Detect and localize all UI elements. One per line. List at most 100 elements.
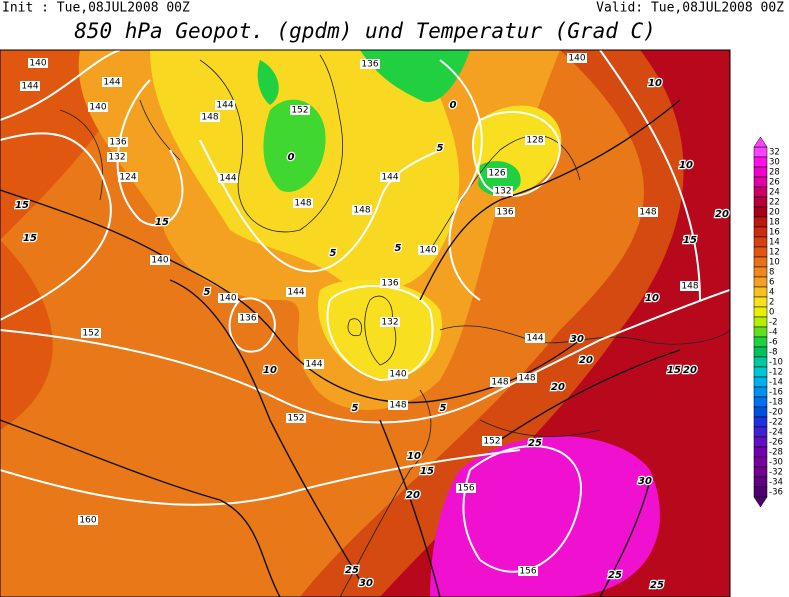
map-frame bbox=[0, 49, 731, 597]
geopotential-label-box bbox=[525, 135, 545, 145]
geopotential-label-box bbox=[352, 205, 372, 215]
colorbar-label: -20 bbox=[769, 408, 783, 418]
colorbar-label: -6 bbox=[769, 338, 777, 348]
colorbar-swatch bbox=[753, 246, 768, 258]
temperature-label: 15 bbox=[23, 233, 37, 244]
colorbar-swatch bbox=[753, 306, 768, 318]
geopotential-label: 136 bbox=[381, 279, 398, 289]
geopotential-label: 152 bbox=[287, 414, 304, 424]
colorbar-arrow-top bbox=[753, 136, 768, 148]
colorbar-label: 32 bbox=[769, 148, 780, 158]
geopotential-label: 128 bbox=[526, 136, 543, 146]
temperature-label: 30 bbox=[638, 476, 652, 487]
geopotential-label-box bbox=[150, 255, 170, 265]
colorbar-swatch bbox=[753, 346, 768, 358]
geopotential-label: 140 bbox=[389, 370, 406, 380]
geopotential-label-box bbox=[107, 152, 127, 162]
temperature-label: 10 bbox=[407, 451, 421, 462]
temperature-label: 25 bbox=[528, 438, 542, 449]
geopotential-label-box bbox=[482, 436, 502, 446]
geopotential-label-box bbox=[286, 413, 306, 423]
geopotential-label: 136 bbox=[239, 314, 256, 324]
map-field bbox=[0, 49, 731, 597]
geopotential-label: 148 bbox=[201, 113, 218, 123]
colorbar-swatch bbox=[753, 396, 768, 408]
colorbar-label: 24 bbox=[769, 188, 780, 198]
field-cool-uk bbox=[318, 279, 442, 380]
temperature-label: 30 bbox=[570, 334, 584, 345]
temperature-label: 5 bbox=[352, 403, 359, 414]
temperature-label: 5 bbox=[330, 248, 337, 259]
field-cold-greenland2 bbox=[257, 60, 279, 105]
temperature-label: 15 bbox=[667, 365, 681, 376]
colorbar-label: -8 bbox=[769, 348, 777, 358]
geopotential-label: 144 bbox=[219, 174, 236, 184]
colorbar-swatch bbox=[753, 216, 768, 228]
geopotential-label-box bbox=[638, 207, 658, 217]
geopotential-label-box bbox=[525, 333, 545, 343]
temperature-label: 10 bbox=[679, 160, 693, 171]
colorbar-label: -28 bbox=[769, 448, 783, 458]
geopotential-label-box bbox=[380, 278, 400, 288]
temperature-label: 15 bbox=[15, 200, 29, 211]
geopotential-label: 148 bbox=[491, 378, 508, 388]
geopotential-label-box bbox=[20, 81, 40, 91]
geopotential-label: 132 bbox=[381, 318, 398, 328]
temperature-label: 5 bbox=[204, 287, 211, 298]
geopotential-label-box bbox=[388, 400, 408, 410]
valid-time: Valid: Tue,08JUL2008 00Z bbox=[596, 1, 784, 16]
temperature-contours bbox=[0, 99, 681, 597]
temperature-label: 20 bbox=[715, 209, 729, 220]
colorbar-label: -12 bbox=[769, 368, 783, 378]
geopotential-label: 160 bbox=[79, 516, 96, 526]
geopotential-label-box bbox=[293, 198, 313, 208]
geopotential-label: 140 bbox=[568, 54, 585, 64]
colorbar-label: 26 bbox=[769, 178, 780, 188]
temperature-label: 10 bbox=[263, 365, 277, 376]
temperature-label: 20 bbox=[551, 382, 565, 393]
geopotential-label-box bbox=[490, 377, 510, 387]
colorbar-swatch bbox=[753, 386, 768, 398]
colorbar-label: -26 bbox=[769, 438, 783, 448]
init-time: Init : Tue,08JUL2008 00Z bbox=[2, 1, 190, 16]
colorbar-swatch bbox=[753, 366, 768, 378]
geopotential-label-box bbox=[680, 281, 700, 291]
geopotential-label: 136 bbox=[496, 208, 513, 218]
geopotential-label-box bbox=[360, 59, 380, 69]
field-warm-west2 bbox=[0, 240, 53, 430]
geopotential-label-box bbox=[118, 172, 138, 182]
temperature-label: 10 bbox=[648, 78, 662, 89]
geopotential-label-box bbox=[418, 245, 438, 255]
temperature-label: 25 bbox=[650, 580, 664, 591]
colorbar-swatch bbox=[753, 196, 768, 208]
geopotential-label-box bbox=[218, 173, 238, 183]
colorbar-swatch bbox=[753, 156, 768, 168]
colorbar-label: 6 bbox=[769, 278, 774, 288]
geopotential-label: 126 bbox=[488, 169, 505, 179]
colorbar-arrow-bottom bbox=[753, 496, 768, 508]
temperature-label: 5 bbox=[437, 143, 444, 154]
geopotential-label: 144 bbox=[526, 334, 543, 344]
field-cold-greenland bbox=[263, 99, 326, 192]
temperature-label: 15 bbox=[420, 466, 434, 477]
colorbar-label: -22 bbox=[769, 418, 783, 428]
geopotential-label: 144 bbox=[305, 360, 322, 370]
geopotential-label: 140 bbox=[29, 59, 46, 69]
colorbar-label: 2 bbox=[769, 298, 774, 308]
geopotential-label-box bbox=[78, 515, 98, 525]
temperature-label: 10 bbox=[645, 293, 659, 304]
colorbar-label: 18 bbox=[769, 218, 780, 228]
colorbar-label: 10 bbox=[769, 258, 780, 268]
colorbar-swatch bbox=[753, 486, 768, 498]
geopotential-label-box bbox=[487, 168, 507, 178]
geopotential-label: 156 bbox=[457, 484, 474, 494]
colorbar-label: 14 bbox=[769, 238, 780, 248]
map-title: 850 hPa Geopot. (gpdm) und Temperatur (G… bbox=[74, 19, 656, 43]
geopotential-label: 148 bbox=[681, 282, 698, 292]
colorbar-label: -16 bbox=[769, 388, 783, 398]
colorbar-swatch bbox=[753, 476, 768, 488]
colorbar-swatch bbox=[753, 206, 768, 218]
field-very-hot bbox=[430, 436, 660, 597]
geopotential-label: 140 bbox=[419, 246, 436, 256]
